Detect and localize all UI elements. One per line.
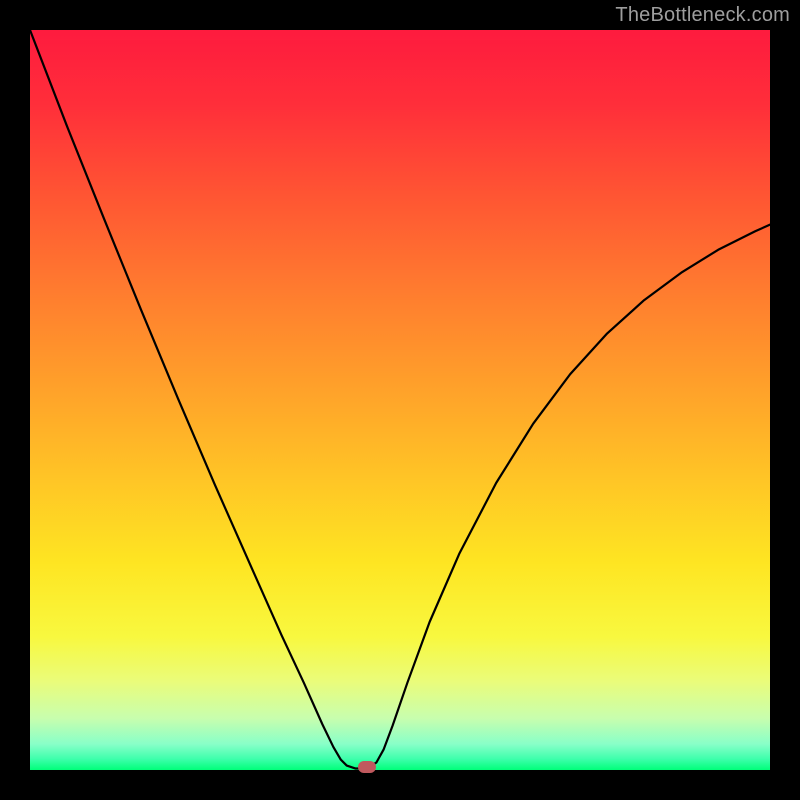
plot-area — [30, 30, 770, 770]
bottleneck-curve — [30, 30, 770, 770]
optimal-point-marker — [358, 761, 376, 773]
watermark-text: TheBottleneck.com — [615, 4, 790, 27]
chart-container: TheBottleneck.com — [0, 0, 800, 800]
